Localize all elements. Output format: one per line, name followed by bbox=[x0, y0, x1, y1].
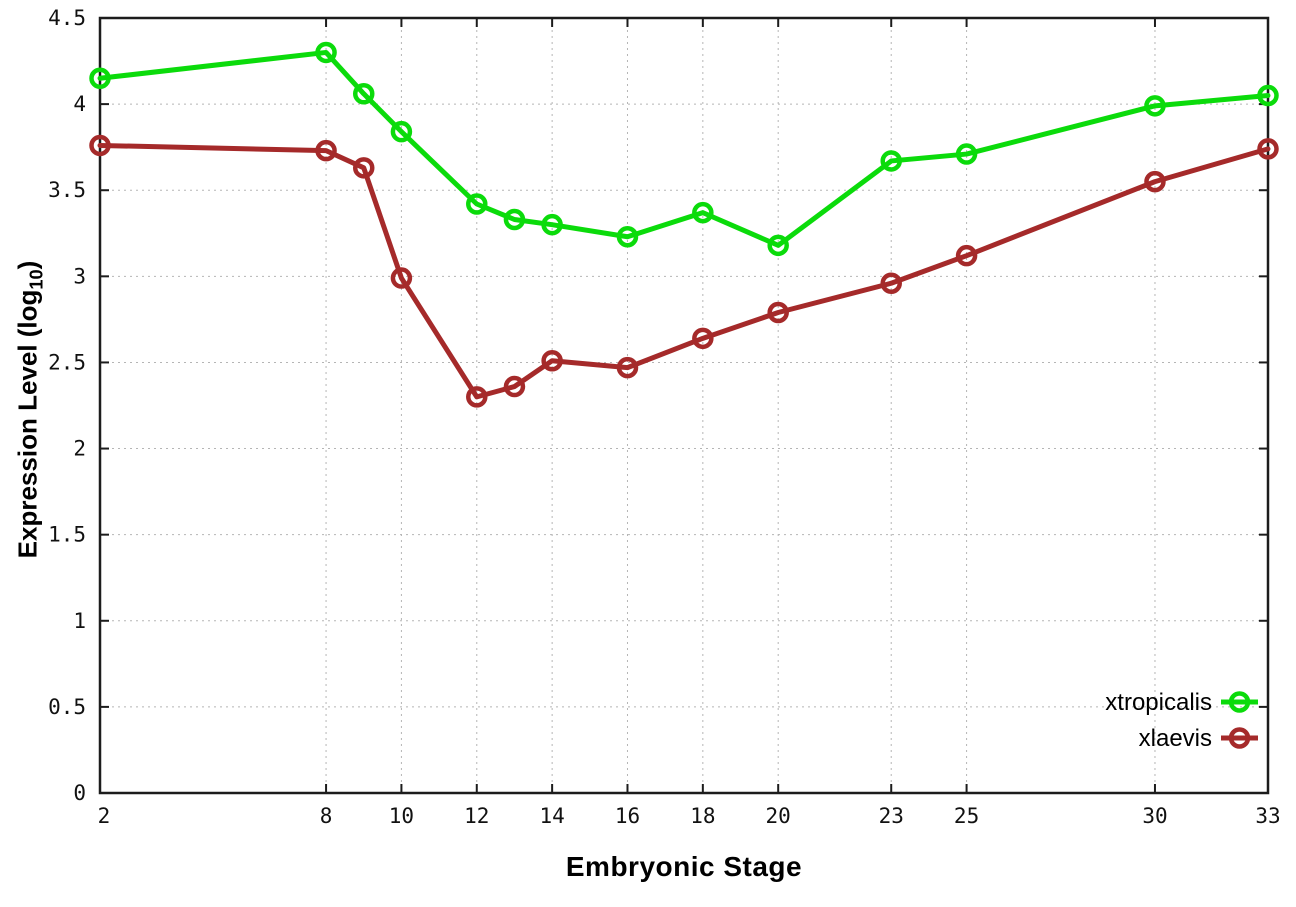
data-point-xlaevis bbox=[89, 134, 111, 157]
y-tick-label: 4 bbox=[73, 92, 86, 116]
y-tick-label: 2.5 bbox=[48, 350, 86, 374]
data-point-xtropicalis bbox=[503, 208, 526, 231]
x-tick-label: 18 bbox=[690, 804, 715, 828]
x-tick-label: 8 bbox=[320, 804, 333, 828]
y-tick-label: 2 bbox=[73, 437, 86, 461]
data-point-xlaevis bbox=[955, 244, 978, 267]
x-tick-label: 20 bbox=[766, 804, 791, 828]
y-axis-title-close: ) bbox=[12, 260, 43, 270]
data-point-xtropicalis bbox=[541, 213, 563, 236]
legend-label-xtropicalis: xtropicalis bbox=[1105, 689, 1212, 716]
data-point-xtropicalis bbox=[767, 234, 789, 257]
tick-labels: 2 8 10 12 14 16 18 20 23 25 30 33 0 0.5 1 1.5 2 2.5 3 3.5 4 4… bbox=[48, 6, 1281, 828]
data-point-xlaevis bbox=[390, 267, 413, 289]
series-line-xlaevis bbox=[97, 142, 1271, 400]
data-point-xlaevis bbox=[466, 386, 488, 408]
data-point-xtropicalis bbox=[390, 120, 413, 143]
data-point-xtropicalis bbox=[466, 193, 488, 215]
data-point-xlaevis bbox=[616, 356, 639, 379]
x-tick-label: 30 bbox=[1142, 804, 1167, 828]
data-point-xtropicalis bbox=[1144, 95, 1166, 117]
data-point-xlaevis bbox=[1144, 170, 1166, 193]
y-axis-title-main: Expression Level (log bbox=[12, 289, 43, 559]
legend: xtropicalis xlaevis bbox=[1105, 689, 1258, 752]
legend-marker bbox=[1228, 727, 1251, 749]
data-point-xlaevis bbox=[541, 349, 563, 372]
data-point-xlaevis bbox=[1257, 138, 1279, 160]
y-axis-title: Expression Level (log10) bbox=[13, 200, 48, 620]
y-tick-label: 0 bbox=[73, 781, 86, 805]
data-point-xtropicalis bbox=[955, 143, 978, 165]
x-tick-label: 14 bbox=[539, 804, 564, 828]
data-point-xtropicalis bbox=[1257, 84, 1279, 107]
gridlines bbox=[100, 18, 1268, 793]
data-point-xtropicalis bbox=[352, 83, 375, 105]
x-tick-label: 2 bbox=[98, 804, 111, 828]
x-tick-label: 25 bbox=[954, 804, 979, 828]
data-point-xtropicalis bbox=[692, 201, 714, 224]
x-axis-title: Embryonic Stage bbox=[565, 851, 803, 882]
data-point-xlaevis bbox=[352, 157, 375, 179]
data-point-xtropicalis bbox=[89, 67, 111, 90]
x-tick-label: 33 bbox=[1255, 804, 1280, 828]
data-point-xtropicalis bbox=[616, 225, 639, 248]
tick-marks bbox=[99, 17, 1269, 794]
y-tick-label: 0.5 bbox=[48, 695, 86, 719]
y-axis-title-subscript: 10 bbox=[26, 269, 47, 290]
legend-label-xlaevis: xlaevis bbox=[1139, 725, 1212, 752]
data-point-xlaevis bbox=[767, 301, 789, 324]
data-point-xlaevis bbox=[692, 327, 714, 350]
y-tick-label: 3.5 bbox=[48, 178, 86, 202]
data-point-xlaevis bbox=[503, 375, 526, 398]
data-point-xtropicalis bbox=[315, 41, 337, 64]
y-tick-label: 3 bbox=[73, 264, 86, 288]
series-xtropicalis bbox=[89, 41, 1279, 257]
x-tick-label: 12 bbox=[464, 804, 489, 828]
y-tick-label: 4.5 bbox=[48, 6, 86, 30]
data-point-xlaevis bbox=[315, 139, 337, 162]
data-point-xtropicalis bbox=[880, 150, 902, 172]
x-tick-label: 10 bbox=[389, 804, 414, 828]
series-xlaevis bbox=[89, 134, 1279, 408]
data-point-xlaevis bbox=[880, 272, 902, 294]
y-tick-label: 1 bbox=[73, 609, 86, 633]
legend-marker bbox=[1228, 691, 1251, 713]
x-tick-label: 23 bbox=[879, 804, 904, 828]
y-tick-label: 1.5 bbox=[48, 523, 86, 547]
x-tick-label: 16 bbox=[615, 804, 640, 828]
plot-border bbox=[98, 16, 1270, 795]
